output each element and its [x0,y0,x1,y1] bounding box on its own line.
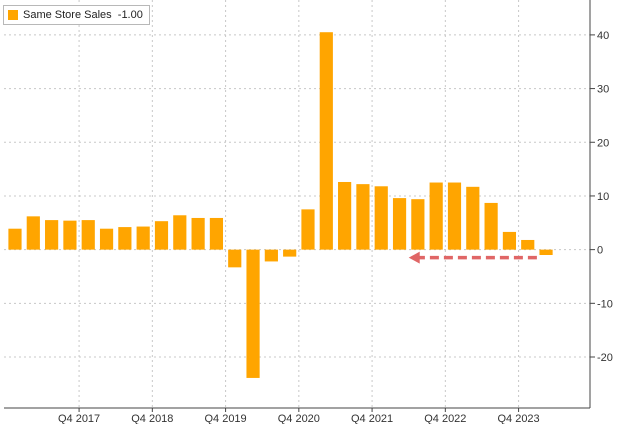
bar [228,249,242,268]
y-tick-label: 20 [597,137,609,149]
bar [81,220,95,250]
legend-label: Same Store Sales -1.00 [23,9,143,21]
legend-series-name: Same Store Sales [23,9,112,21]
bar [191,217,205,250]
bar [319,32,333,250]
legend-last-value: -1.00 [117,9,143,21]
y-tick-label: 0 [597,245,603,257]
bar [411,199,425,250]
bar [173,215,187,250]
x-axis: Q4 2017 Q4 2018 Q4 2019 Q4 2020 Q4 2021 Q4 20… [4,407,590,424]
bar [99,228,114,250]
bar [301,209,315,250]
legend-swatch [8,10,18,20]
bar [521,239,535,250]
bar [338,181,352,250]
bar [283,249,297,257]
y-tick-label: 30 [597,84,609,96]
bar [484,202,498,250]
bar [429,182,443,250]
bar [466,186,480,250]
bar [539,249,553,255]
x-tick-label: Q4 2022 [424,413,466,424]
x-tick-label: Q4 2020 [278,413,320,424]
legend: Same Store Sales -1.00 [3,5,150,25]
x-tick-label: Q4 2019 [204,413,246,424]
grid-lines [4,0,590,408]
bar [502,231,517,250]
y-tick-label: -10 [597,298,613,310]
bar [118,227,132,250]
y-tick-label: 10 [597,191,609,203]
bar [356,184,370,250]
bar [246,249,260,378]
bar [154,221,169,250]
x-tick-label: Q4 2023 [497,413,539,424]
bar [392,198,407,250]
bars [8,32,553,378]
y-tick-label: 40 [597,30,609,42]
annotation [408,251,537,264]
x-tick-label: Q4 2018 [131,413,173,424]
bar [374,186,388,250]
bar [63,220,77,250]
y-tick-label: -20 [597,352,613,364]
bar [447,182,462,250]
bar [8,228,22,250]
bar [45,220,59,250]
bar [136,226,150,250]
arrow-head [408,251,420,264]
y-axis: -20 -10 0 10 20 30 40 [589,0,613,408]
x-tick-label: Q4 2017 [58,413,100,424]
bar [209,217,224,250]
bar [264,249,278,262]
bar [26,216,40,250]
x-tick-label: Q4 2021 [351,413,393,424]
